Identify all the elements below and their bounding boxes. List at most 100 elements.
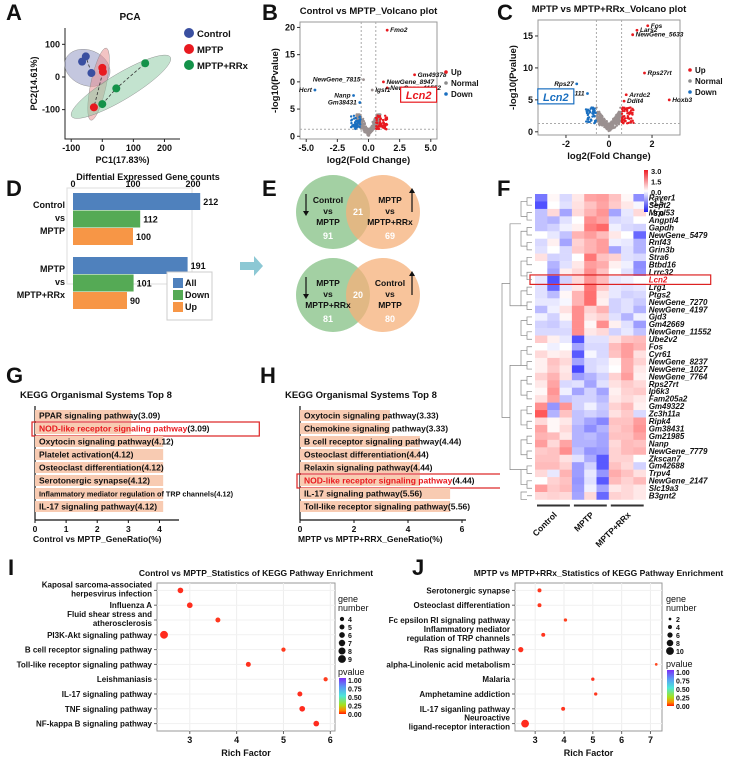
heatmap-cell xyxy=(535,268,548,277)
heatmap-cell xyxy=(559,246,573,254)
gene-point xyxy=(646,24,650,28)
down-point xyxy=(353,127,357,130)
heatmap-cell xyxy=(584,223,597,232)
dendrogram-branch xyxy=(526,301,532,310)
heatmap-cell xyxy=(633,447,646,456)
venn-circle-right xyxy=(346,175,420,249)
heatmap-cell xyxy=(584,343,597,351)
heatmap-cell xyxy=(596,201,610,210)
heatmap-cell xyxy=(584,231,597,239)
x-tick-label: 4 xyxy=(234,735,239,745)
legend-marker xyxy=(688,79,692,83)
heatmap-cell xyxy=(571,268,585,277)
x-tick-label: -5.0 xyxy=(298,143,314,153)
normal-point xyxy=(613,119,616,122)
group-label: Control xyxy=(530,510,558,538)
gene-point xyxy=(313,88,317,92)
heatmap-cell xyxy=(571,231,585,239)
enrichment-point xyxy=(245,661,251,667)
heatmap-cell xyxy=(596,417,610,426)
bar-value-label: 212 xyxy=(203,197,218,207)
up-point xyxy=(623,115,626,118)
color-legend-label: 0.50 xyxy=(348,695,362,702)
panel-label-d: D xyxy=(6,176,22,201)
heatmap-cell xyxy=(571,469,585,478)
heatmap-cell xyxy=(608,313,622,321)
heatmap-cell xyxy=(608,477,622,485)
heatmap-cell xyxy=(633,410,646,418)
heatmap-cell xyxy=(608,261,622,269)
dendrogram-root xyxy=(501,283,510,418)
venn-overlap-count: 21 xyxy=(353,207,363,217)
heatmap-cell xyxy=(547,201,560,210)
up-point xyxy=(623,106,626,110)
heatmap-cell xyxy=(535,216,548,225)
up-point xyxy=(630,112,633,115)
gene-label: NewGene_7270 xyxy=(649,298,708,307)
gene-point xyxy=(631,33,635,37)
enrichment-point xyxy=(537,603,542,608)
up-arrow-head xyxy=(409,188,415,193)
data-point xyxy=(98,100,107,109)
heatmap-cell xyxy=(621,439,634,448)
category-label: vs xyxy=(55,277,65,287)
heatmap-cell xyxy=(608,439,622,448)
heatmap-cell xyxy=(547,328,560,336)
pathway-label: IL-17 siganling pathway xyxy=(420,705,511,714)
heatmap-cell xyxy=(584,447,597,456)
heatmap-cell xyxy=(596,477,610,485)
x-tick-label: 6 xyxy=(460,524,465,534)
heatmap-cell xyxy=(559,194,573,202)
up-point xyxy=(629,109,633,112)
venn-left-count: 91 xyxy=(323,231,333,241)
heatmap-cell xyxy=(596,194,610,202)
normal-point xyxy=(366,129,370,132)
heatmap-cell xyxy=(608,462,622,470)
dendrogram-branch xyxy=(509,223,521,307)
x-tick-label: 0.0 xyxy=(362,143,375,153)
heatmap-cell xyxy=(584,305,597,314)
pathway-label: Inflammatory mediator xyxy=(424,625,510,634)
venn-circle-right xyxy=(346,258,420,332)
legend-marker xyxy=(184,44,194,54)
heatmap-cell xyxy=(596,261,610,269)
heatmap-cell xyxy=(596,424,610,433)
heatmap-cell xyxy=(547,410,560,418)
normal-point xyxy=(618,120,622,123)
heatmap-cell xyxy=(621,290,634,299)
heatmap-cell xyxy=(571,283,585,292)
venn-left-count: 81 xyxy=(323,314,333,324)
gene-label: NewGene_5633 xyxy=(636,32,684,39)
heatmap-cell xyxy=(621,305,634,314)
normal-point xyxy=(601,115,604,118)
dendrogram-branch xyxy=(526,286,532,295)
heatmap-cell xyxy=(621,432,634,441)
normal-point xyxy=(595,115,599,118)
heatmap-cell xyxy=(608,380,622,388)
heatmap-cell xyxy=(584,350,597,359)
heatmap-cell xyxy=(559,477,573,485)
pathway-label: regulation of TRP channels xyxy=(407,634,511,643)
up-point xyxy=(384,117,387,120)
legend-label: Up xyxy=(185,302,197,312)
heatmap-cell xyxy=(621,343,634,351)
heatmap-cell xyxy=(596,335,610,344)
heatmap-cell xyxy=(535,283,548,292)
normal-point xyxy=(610,125,614,128)
size-legend-marker xyxy=(666,639,674,647)
heatmap-cell xyxy=(596,283,610,292)
heatmap-cell xyxy=(608,216,622,225)
bar-label: NOD-like receptor signaling pathway(3.09… xyxy=(39,424,210,434)
heatmap-cell xyxy=(633,223,646,232)
panel-label-e: E xyxy=(262,176,277,201)
heatmap-cell xyxy=(535,380,548,388)
x-tick-label: 0 xyxy=(100,143,105,153)
heatmap-cell xyxy=(596,447,610,456)
dendrogram-branch xyxy=(526,242,532,251)
heatmap-cell xyxy=(596,454,610,463)
bar xyxy=(35,436,164,447)
heatmap-cell xyxy=(547,335,560,344)
heatmap-cell xyxy=(621,484,634,493)
chart-title: Diffential Expressed Gene counts xyxy=(76,172,220,182)
heatmap-cell xyxy=(584,402,597,411)
